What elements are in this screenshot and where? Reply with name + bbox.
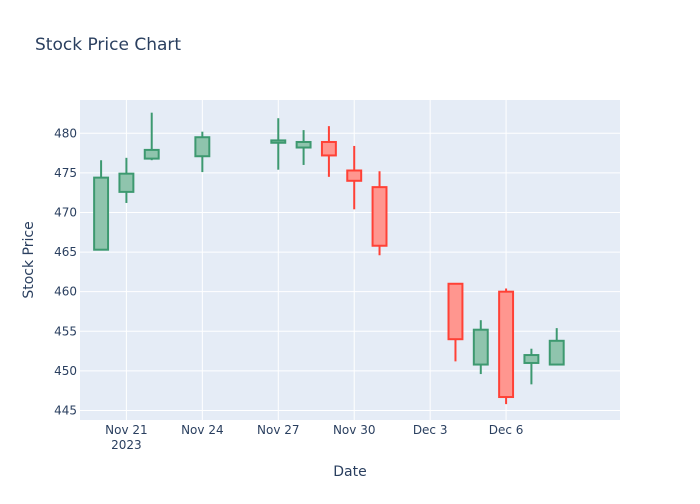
candle-increasing xyxy=(295,130,312,165)
x-tick-label: Nov 30 xyxy=(333,423,376,437)
candle-body xyxy=(143,148,160,160)
y-tick-label: 455 xyxy=(54,324,77,338)
y-tick-labels: 445 450 455 460 465 470 475 480 xyxy=(54,126,77,417)
candle-decreasing xyxy=(320,126,337,177)
candle-body xyxy=(472,328,489,366)
x-tick-label: Nov 27 xyxy=(257,423,300,437)
y-axis-title: Stock Price xyxy=(21,221,37,298)
candle-body xyxy=(320,140,337,157)
y-tick-label: 475 xyxy=(54,166,77,180)
candles xyxy=(93,112,565,405)
x-tick-label: Nov 21 xyxy=(105,423,148,437)
candle-body xyxy=(523,354,540,364)
candle-increasing xyxy=(472,320,489,375)
y-tick-label: 480 xyxy=(54,126,77,140)
candle-increasing xyxy=(523,348,540,385)
x-axis-title: Date xyxy=(333,464,366,480)
x-tick-label: Nov 24 xyxy=(181,423,224,437)
candle-body xyxy=(447,282,464,341)
candle-increasing xyxy=(548,328,565,366)
x-tick-sublabel: 2023 xyxy=(111,438,142,452)
candle-body xyxy=(295,140,312,149)
plot-background xyxy=(80,100,620,420)
chart-title: Stock Price Chart xyxy=(35,35,181,55)
candle-increasing xyxy=(270,118,287,170)
candle-increasing xyxy=(194,131,211,173)
candle-decreasing xyxy=(498,288,515,405)
candle-body xyxy=(93,176,110,251)
x-tick-label: Dec 3 xyxy=(413,423,448,437)
y-tick-label: 450 xyxy=(54,364,77,378)
candle-body xyxy=(270,139,287,144)
candle-body xyxy=(548,339,565,366)
candle-body xyxy=(346,169,363,182)
candle-decreasing xyxy=(371,171,388,256)
candle-body xyxy=(194,136,211,158)
candle-body xyxy=(498,290,515,399)
candle-body xyxy=(371,186,388,247)
candle-decreasing xyxy=(447,282,464,362)
y-tick-label: 445 xyxy=(54,403,77,417)
candle-decreasing xyxy=(346,145,363,210)
y-tick-label: 465 xyxy=(54,245,77,259)
x-tick-label: Dec 6 xyxy=(489,423,524,437)
y-tick-label: 460 xyxy=(54,285,77,299)
candle-increasing xyxy=(118,157,135,203)
candle-increasing xyxy=(143,112,160,161)
candle-increasing xyxy=(93,160,110,251)
y-tick-label: 470 xyxy=(54,205,77,219)
candle-body xyxy=(118,172,135,193)
